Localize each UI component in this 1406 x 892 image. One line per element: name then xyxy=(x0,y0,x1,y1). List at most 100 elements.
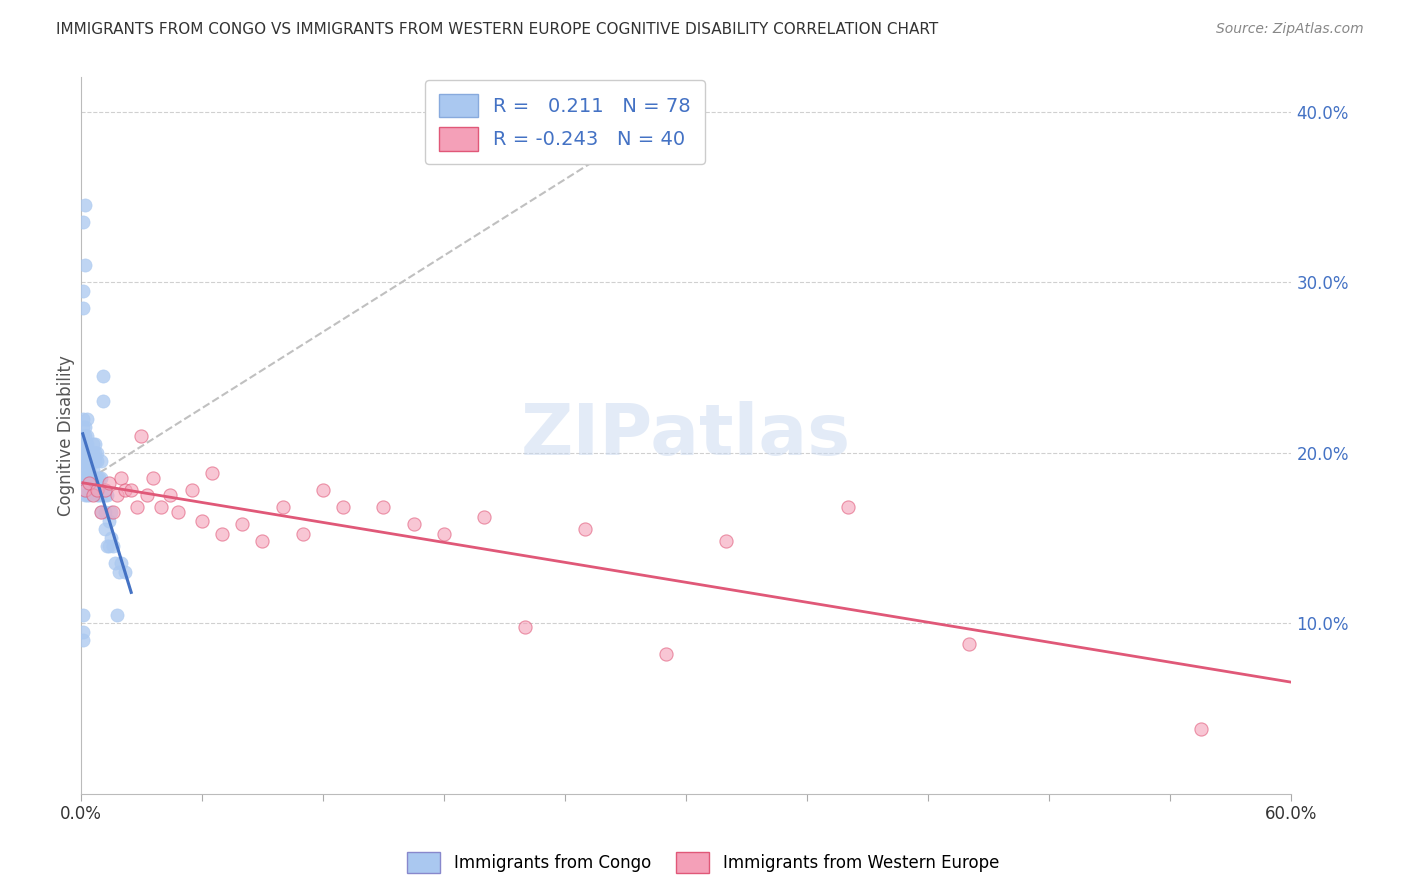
Point xyxy=(77,445,100,459)
Point xyxy=(80,480,103,494)
Point xyxy=(150,500,173,515)
Point xyxy=(72,471,94,485)
Point xyxy=(90,505,112,519)
Point xyxy=(72,607,94,622)
Point xyxy=(73,437,96,451)
Point xyxy=(72,420,94,434)
Point xyxy=(114,483,136,497)
Point xyxy=(90,505,112,519)
Point xyxy=(76,428,98,442)
Y-axis label: Cognitive Disability: Cognitive Disability xyxy=(58,355,75,516)
Point xyxy=(73,454,96,468)
Point xyxy=(72,428,94,442)
Point xyxy=(72,215,94,229)
Point xyxy=(91,368,114,383)
Point xyxy=(159,488,181,502)
Point xyxy=(101,505,124,519)
Legend: R =   0.211   N = 78, R = -0.243   N = 40: R = 0.211 N = 78, R = -0.243 N = 40 xyxy=(426,80,704,164)
Point xyxy=(87,480,110,494)
Point xyxy=(100,531,122,545)
Point xyxy=(72,437,94,451)
Point xyxy=(82,445,104,459)
Text: IMMIGRANTS FROM CONGO VS IMMIGRANTS FROM WESTERN EUROPE COGNITIVE DISABILITY COR: IMMIGRANTS FROM CONGO VS IMMIGRANTS FROM… xyxy=(56,22,938,37)
Point xyxy=(655,647,678,661)
Point xyxy=(98,476,121,491)
Point xyxy=(77,454,100,468)
Point xyxy=(73,471,96,485)
Point xyxy=(87,488,110,502)
Point xyxy=(72,463,94,477)
Point xyxy=(82,463,104,477)
Point xyxy=(96,488,118,502)
Point xyxy=(76,411,98,425)
Point xyxy=(94,505,117,519)
Point xyxy=(72,445,94,459)
Point xyxy=(86,488,108,502)
Point xyxy=(837,500,859,515)
Point xyxy=(77,476,100,491)
Point xyxy=(90,488,112,502)
Point xyxy=(716,534,738,549)
Point xyxy=(271,500,294,515)
Point xyxy=(77,471,100,485)
Point xyxy=(252,534,274,549)
Point xyxy=(76,488,98,502)
Point xyxy=(433,527,456,541)
Point xyxy=(402,517,425,532)
Point xyxy=(86,471,108,485)
Point xyxy=(94,488,117,502)
Point xyxy=(72,411,94,425)
Point xyxy=(72,284,94,298)
Point xyxy=(83,437,105,451)
Point xyxy=(77,488,100,502)
Point xyxy=(73,198,96,212)
Point xyxy=(98,514,121,528)
Point xyxy=(114,565,136,579)
Point xyxy=(180,483,202,497)
Point xyxy=(73,488,96,502)
Point xyxy=(83,445,105,459)
Point xyxy=(86,454,108,468)
Point xyxy=(73,480,96,494)
Point xyxy=(82,471,104,485)
Point xyxy=(166,505,188,519)
Point xyxy=(73,258,96,272)
Text: ZIPatlas: ZIPatlas xyxy=(522,401,851,470)
Point xyxy=(211,527,233,541)
Point xyxy=(312,483,335,497)
Point xyxy=(86,445,108,459)
Point xyxy=(90,454,112,468)
Point xyxy=(1189,722,1212,736)
Point xyxy=(98,540,121,554)
Point xyxy=(94,483,117,497)
Point xyxy=(80,454,103,468)
Point xyxy=(201,466,224,480)
Point xyxy=(291,527,314,541)
Point xyxy=(72,624,94,639)
Point xyxy=(91,394,114,409)
Point xyxy=(105,488,128,502)
Point xyxy=(72,301,94,315)
Point xyxy=(105,607,128,622)
Point xyxy=(373,500,395,515)
Point xyxy=(73,463,96,477)
Point xyxy=(73,483,96,497)
Point xyxy=(76,454,98,468)
Point xyxy=(104,557,127,571)
Point xyxy=(86,483,108,497)
Point xyxy=(76,471,98,485)
Point xyxy=(73,445,96,459)
Point xyxy=(101,540,124,554)
Point xyxy=(513,619,536,633)
Point xyxy=(96,540,118,554)
Point xyxy=(100,505,122,519)
Point xyxy=(76,445,98,459)
Point xyxy=(108,565,131,579)
Point xyxy=(72,454,94,468)
Point xyxy=(83,454,105,468)
Point xyxy=(82,437,104,451)
Point xyxy=(110,471,132,485)
Point xyxy=(80,471,103,485)
Text: Source: ZipAtlas.com: Source: ZipAtlas.com xyxy=(1216,22,1364,37)
Point xyxy=(76,437,98,451)
